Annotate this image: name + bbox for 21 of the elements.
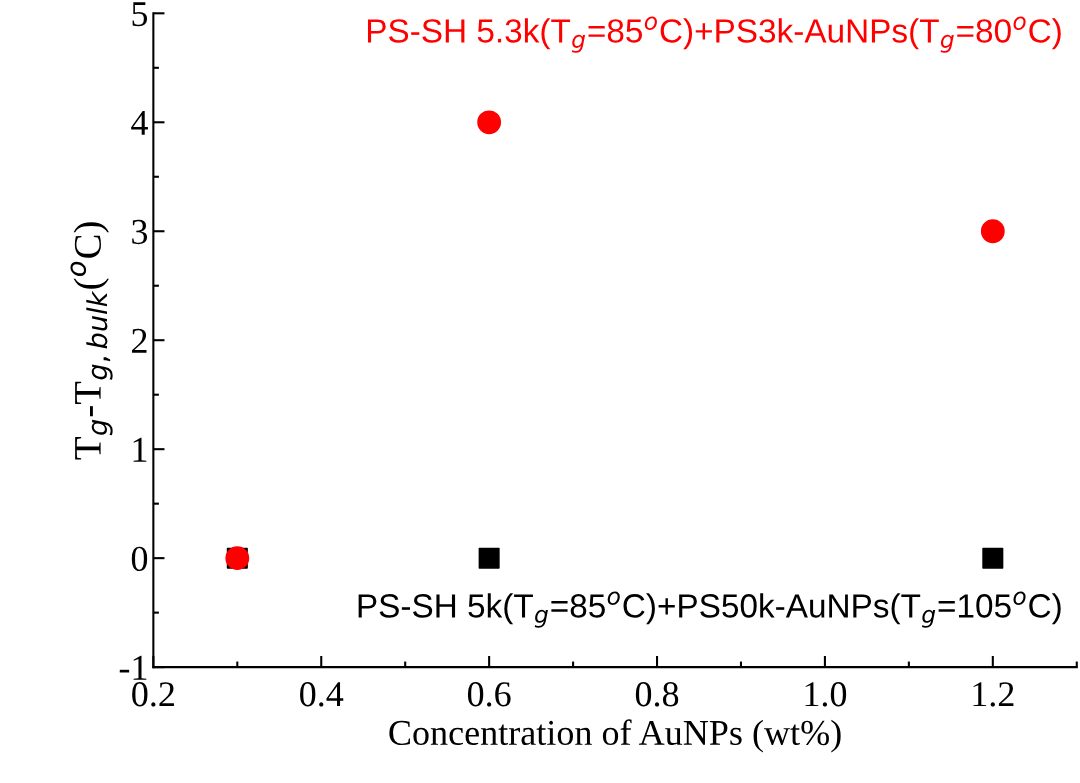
x-tick-label: 1.2 xyxy=(973,682,1014,707)
y-tick-label: 4 xyxy=(131,111,148,135)
text: PS-SH 5k(T$_{g}$=85$^{o}$C)+PS50k-AuNPs(T$_{g}$=105$^{o}$C) xyxy=(358,591,1061,628)
y-tick-label: -1 xyxy=(119,655,147,680)
x-tick-label: 0.6 xyxy=(467,682,511,707)
y-axis-title: T$_{g}$-T$_{g,bulk}$($^{o}$C) xyxy=(70,222,113,460)
x-tick-label: 0.8 xyxy=(635,682,679,707)
x-tick-label: 0.2 xyxy=(132,682,174,707)
x-axis-title: Concentration of AuNPs (wt%) xyxy=(389,719,841,753)
x-tick-label: 0.4 xyxy=(300,682,344,707)
x-tick-label: 1.0 xyxy=(805,682,847,707)
y-tick-label: 5 xyxy=(132,2,148,27)
y-tick-label: 2 xyxy=(132,328,147,353)
point xyxy=(980,219,1005,244)
text: PS-SH 5.3k(T$_{g}$=85$^{o}$C)+PS3k-AuNPs(T$_{g}$=80$^{o}$C) xyxy=(367,16,1061,53)
point xyxy=(477,110,502,135)
y-tick-label: 3 xyxy=(132,219,148,245)
y-tick-label: 0 xyxy=(131,546,148,572)
y-tick-label: 1 xyxy=(133,437,147,462)
point xyxy=(982,547,1004,569)
point xyxy=(478,547,500,569)
